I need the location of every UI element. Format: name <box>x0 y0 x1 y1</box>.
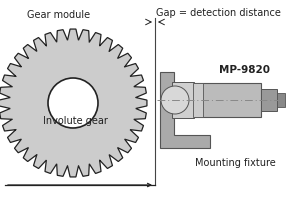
Text: Involute gear: Involute gear <box>43 116 107 126</box>
Polygon shape <box>0 29 147 177</box>
Text: MP-9820: MP-9820 <box>220 65 271 75</box>
Bar <box>172 82 194 118</box>
Bar <box>277 93 285 107</box>
Text: Gap = detection distance: Gap = detection distance <box>156 8 280 18</box>
Bar <box>193 83 203 117</box>
Text: Gear module: Gear module <box>27 10 91 20</box>
Bar <box>261 89 277 111</box>
Text: Mounting fixture: Mounting fixture <box>195 158 275 168</box>
Polygon shape <box>160 72 210 148</box>
Bar <box>193 83 261 117</box>
Circle shape <box>48 78 98 128</box>
Bar <box>168 88 176 112</box>
Circle shape <box>161 86 189 114</box>
